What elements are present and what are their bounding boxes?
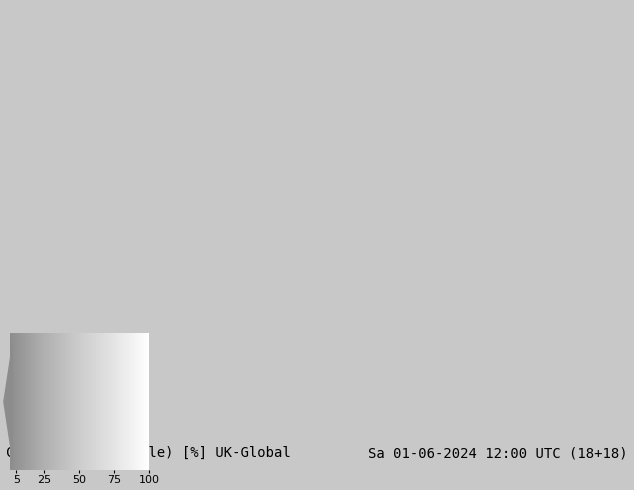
Text: Cloud cover (middle) [%] UK-Global: Cloud cover (middle) [%] UK-Global bbox=[6, 446, 291, 460]
Polygon shape bbox=[3, 339, 13, 465]
Text: Sa 01-06-2024 12:00 UTC (18+18): Sa 01-06-2024 12:00 UTC (18+18) bbox=[368, 446, 628, 460]
